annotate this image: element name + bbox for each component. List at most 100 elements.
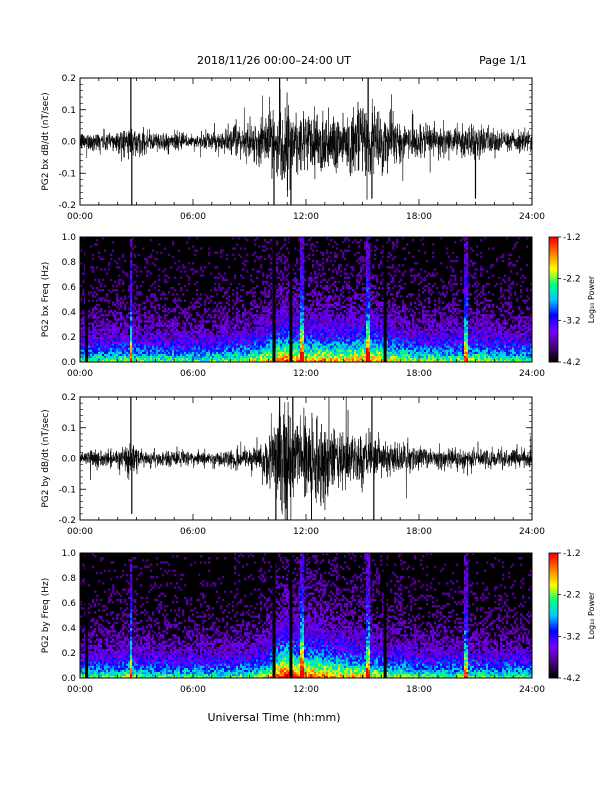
heatmap-cell (160, 322, 163, 325)
heatmap-cell (302, 287, 305, 290)
heatmap-cell (362, 324, 365, 327)
heatmap-cell (382, 353, 385, 357)
heatmap-cell (220, 357, 223, 361)
heatmap-cell (374, 330, 377, 334)
heatmap-cell (260, 322, 263, 325)
heatmap-cell (372, 318, 375, 321)
heatmap-cell (262, 332, 265, 336)
heatmap-cell (212, 351, 215, 354)
heatmap-cell (224, 320, 227, 323)
heatmap-cell (240, 343, 243, 346)
heatmap-cell (266, 324, 269, 327)
heatmap-cell (216, 303, 219, 307)
heatmap-cell (88, 345, 91, 348)
heatmap-cell (300, 312, 303, 315)
heatmap-cell (120, 355, 123, 359)
heatmap-cell (322, 351, 325, 354)
heatmap-cell (234, 318, 237, 321)
heatmap-cell (264, 301, 267, 304)
heatmap-cell (366, 268, 369, 271)
heatmap-cell (172, 332, 175, 336)
heatmap-cell (348, 334, 351, 338)
heatmap-cell (374, 351, 377, 354)
heatmap-cell (358, 359, 361, 363)
heatmap-cell (376, 322, 379, 325)
heatmap-cell (122, 343, 125, 346)
heatmap-cell (374, 295, 377, 298)
heatmap-cell (100, 320, 103, 323)
heatmap-cell (152, 320, 155, 323)
heatmap-cell (102, 297, 105, 300)
heatmap-cell (266, 330, 269, 334)
heatmap-cell (194, 320, 197, 323)
heatmap-cell (202, 359, 205, 363)
heatmap-cell (348, 316, 351, 319)
heatmap-cell (206, 347, 209, 350)
heatmap-cell (302, 332, 305, 336)
heatmap-cell (300, 337, 303, 340)
heatmap-cell (388, 239, 391, 242)
heatmap-cell (126, 274, 129, 277)
heatmap-cell (294, 324, 297, 327)
heatmap-cell (330, 353, 333, 357)
heatmap-cell (200, 266, 203, 269)
heatmap-cell (312, 299, 315, 302)
heatmap-cell (174, 324, 177, 327)
heatmap-cell (280, 255, 283, 259)
y-tick-label: 0.1 (62, 106, 76, 116)
heatmap-cell (266, 309, 269, 313)
heatmap-cell (108, 320, 111, 323)
heatmap-cell (160, 345, 163, 348)
heatmap-cell (146, 299, 149, 302)
heatmap-cell (308, 278, 311, 282)
heatmap-cell (390, 326, 393, 329)
heatmap-cell (300, 255, 303, 259)
heatmap-cell (180, 359, 183, 363)
heatmap-cell (114, 289, 117, 292)
heatmap-cell (122, 353, 125, 357)
heatmap-cell (362, 287, 365, 290)
heatmap-cell (308, 239, 311, 242)
heatmap-cell (112, 351, 115, 354)
heatmap-cell (138, 303, 141, 307)
heatmap-cell (220, 289, 223, 292)
heatmap-cell (286, 328, 289, 332)
heatmap-cell (204, 303, 207, 307)
heatmap-cell (304, 326, 307, 329)
heatmap-cell (88, 353, 91, 357)
heatmap-cell (134, 347, 137, 350)
heatmap-cell (208, 320, 211, 323)
heatmap-cell (202, 341, 205, 344)
heatmap-cell (316, 341, 319, 344)
heatmap-cell (278, 284, 281, 288)
heatmap-cell (388, 330, 391, 334)
heatmap-cell (302, 359, 305, 363)
heatmap-cell (318, 301, 321, 304)
heatmap-cell (128, 324, 131, 327)
heatmap-cell (164, 339, 167, 342)
heatmap-cell (286, 282, 289, 286)
heatmap-cell (270, 328, 273, 332)
heatmap-cell (314, 345, 317, 348)
heatmap-cell (192, 343, 195, 346)
series-line (79, 77, 533, 200)
heatmap-cell (338, 268, 341, 271)
heatmap-cell (310, 341, 313, 344)
heatmap-cell (154, 287, 157, 290)
heatmap-cell (388, 341, 391, 344)
heatmap-cell (280, 345, 283, 348)
heatmap-cell (364, 347, 367, 350)
heatmap-cell (176, 328, 179, 332)
heatmap-cell (328, 314, 331, 317)
heatmap-cell (370, 334, 373, 338)
heatmap-cell (376, 328, 379, 332)
heatmap-cell (366, 297, 369, 300)
heatmap-cell (372, 328, 375, 332)
heatmap-cell (326, 357, 329, 361)
heatmap-cell (130, 255, 133, 259)
heatmap-cell (314, 330, 317, 334)
heatmap-cell (174, 322, 177, 325)
heatmap-cell (382, 324, 385, 327)
heatmap-cell (262, 337, 265, 340)
heatmap-cell (354, 357, 357, 361)
